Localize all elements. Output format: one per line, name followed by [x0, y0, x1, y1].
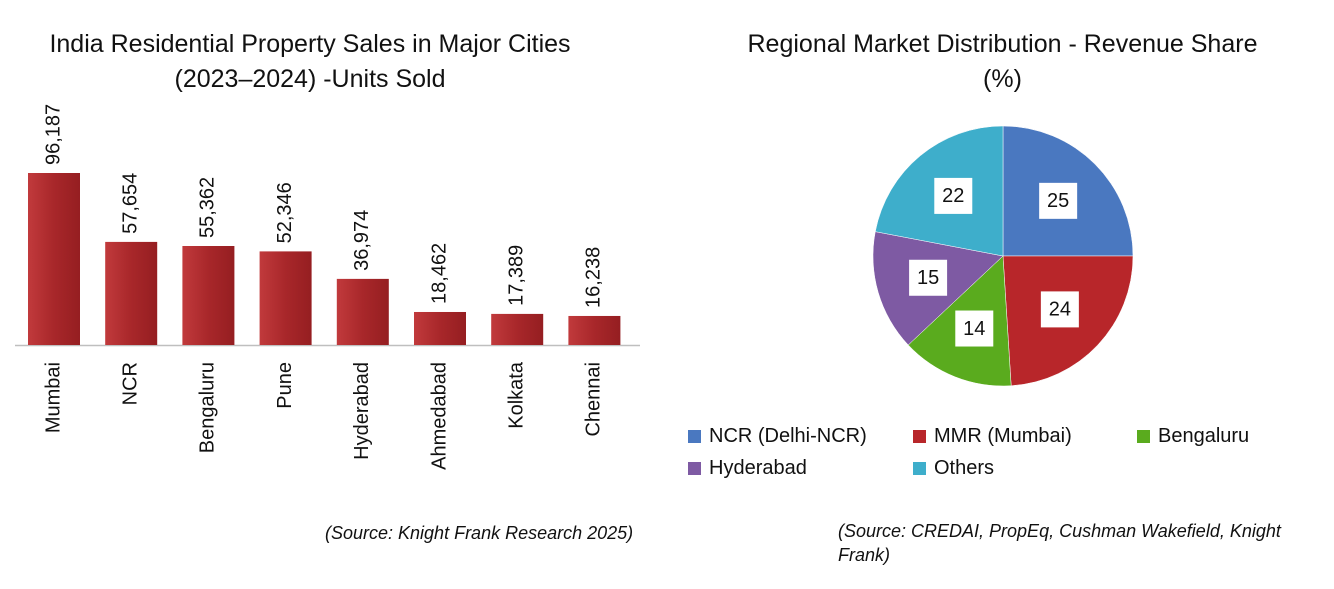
- bar-chart: 96,187 Mumbai 57,654 NCR 55,362 Bengaluru 52,3…: [15, 104, 640, 470]
- pie-value-label: 22: [942, 185, 964, 207]
- x-tick-label: Kolkata: [505, 361, 527, 429]
- bar-value-label: 17,389: [505, 245, 527, 306]
- pie-chart-title: Regional Market Distribution - Revenue S…: [747, 30, 1258, 93]
- legend-item: NCR (Delhi-NCR): [688, 425, 867, 448]
- bar-chart-source: (Source: Knight Frank Research 2025): [325, 523, 634, 543]
- legend-swatch: [688, 462, 701, 475]
- bar-value-label: 57,654: [119, 173, 141, 234]
- bar-value-label: 16,238: [583, 247, 605, 308]
- bar-value-label: 52,346: [274, 182, 296, 243]
- legend-label: NCR (Delhi-NCR): [709, 425, 867, 447]
- pie-label-box: [909, 259, 948, 296]
- pie-value-label: 25: [1047, 190, 1069, 212]
- pie-label-box: [1039, 182, 1078, 219]
- bar-value-label: 96,187: [42, 104, 64, 165]
- pie-value-label: 24: [1049, 299, 1071, 321]
- pie-label-box: [1040, 291, 1079, 328]
- legend-label: Hyderabad: [709, 457, 807, 479]
- bar-pune: [259, 251, 312, 345]
- legend-swatch: [913, 430, 926, 443]
- bar-chennai: [568, 315, 621, 345]
- bar-chart-title: India Residential Property Sales in Majo…: [49, 30, 571, 93]
- pie-label-box: [934, 177, 973, 214]
- pie-chart: 25 24 14 15 22: [872, 125, 1134, 387]
- legend-swatch: [1137, 430, 1150, 443]
- x-tick-label: Ahmedabad: [428, 362, 450, 470]
- legend-label: Others: [934, 457, 995, 479]
- x-tick-label: Bengaluru: [197, 362, 219, 453]
- bar-hyderabad: [336, 278, 389, 345]
- pie-chart-panel: Regional Market Distribution - Revenue S…: [660, 0, 1334, 589]
- pie-value-label: 14: [963, 318, 985, 340]
- legend-swatch: [688, 430, 701, 443]
- x-tick-label: Chennai: [583, 362, 605, 437]
- bar-chart-panel: India Residential Property Sales in Majo…: [0, 0, 660, 589]
- legend-swatch: [913, 462, 926, 475]
- bar-bengaluru: [182, 246, 235, 345]
- pie-value-label: 15: [917, 267, 939, 289]
- bar-mumbai: [28, 173, 80, 345]
- legend-item: MMR (Mumbai): [913, 425, 1072, 448]
- bar-value-label: 55,362: [197, 177, 219, 238]
- pie-legend: NCR (Delhi-NCR) MMR (Mumbai) Bengaluru Hyde…: [688, 425, 1328, 489]
- x-tick-label: Mumbai: [42, 362, 64, 433]
- bar-value-label: 36,974: [351, 210, 373, 271]
- x-tick-label: Pune: [274, 362, 296, 409]
- x-tick-label: NCR: [119, 362, 141, 405]
- bar-value-label: 18,462: [428, 243, 450, 304]
- legend-label: MMR (Mumbai): [934, 425, 1072, 447]
- legend-item: Bengaluru: [1137, 425, 1249, 448]
- bar-ncr: [105, 241, 158, 345]
- pie-chart-source: (Source: CREDAI, PropEq, Cushman Wakefie…: [838, 521, 1281, 565]
- legend-item: Hyderabad: [688, 457, 807, 480]
- bar-ahmedabad: [414, 311, 466, 345]
- legend-item: Others: [913, 457, 994, 480]
- bar-kolkata: [491, 313, 544, 345]
- legend-label: Bengaluru: [1158, 425, 1250, 447]
- x-tick-label: Hyderabad: [351, 362, 373, 460]
- pie-label-box: [955, 310, 994, 347]
